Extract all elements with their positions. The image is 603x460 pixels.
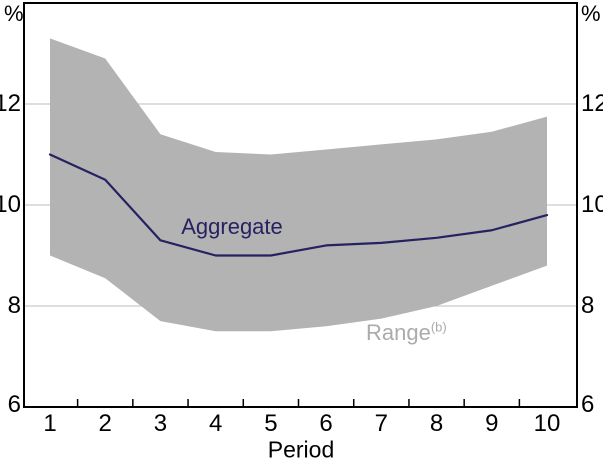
x-tick-6: 6 xyxy=(319,410,333,437)
x-axis-title: Period xyxy=(267,436,335,460)
range-label-text: Range xyxy=(366,320,431,345)
x-tick-8: 8 xyxy=(429,410,444,437)
aggregate-series-label: Aggregate xyxy=(181,214,283,239)
y-unit-right-label: % xyxy=(581,1,601,26)
y-tick-left-6: 6 xyxy=(7,390,21,418)
y-tick-right-6: 6 xyxy=(581,390,595,418)
x-tick-1: 1 xyxy=(43,410,57,437)
range-label-superscript: (b) xyxy=(430,319,447,335)
x-tick-7: 7 xyxy=(374,410,389,437)
range-series-label: Range(b) xyxy=(366,319,447,345)
y-tick-left-10: 10 xyxy=(0,191,21,218)
y-tick-right-12: 12 xyxy=(581,90,603,117)
x-tick-2: 2 xyxy=(98,410,112,437)
y-tick-left-8: 8 xyxy=(7,292,21,319)
x-tick-3: 3 xyxy=(153,410,168,437)
x-tick-10: 10 xyxy=(533,410,561,437)
y-tick-left-12: 12 xyxy=(0,90,21,117)
axis-frame xyxy=(23,2,578,408)
x-tick-9: 9 xyxy=(485,410,499,437)
x-tick-5: 5 xyxy=(264,410,278,437)
y-tick-right-10: 10 xyxy=(581,191,603,218)
aggregate-line xyxy=(48,153,549,257)
x-tick-4: 4 xyxy=(208,410,223,437)
y-unit-left-label: % xyxy=(4,1,24,26)
range-band xyxy=(50,38,547,332)
y-tick-right-8: 8 xyxy=(581,292,595,319)
